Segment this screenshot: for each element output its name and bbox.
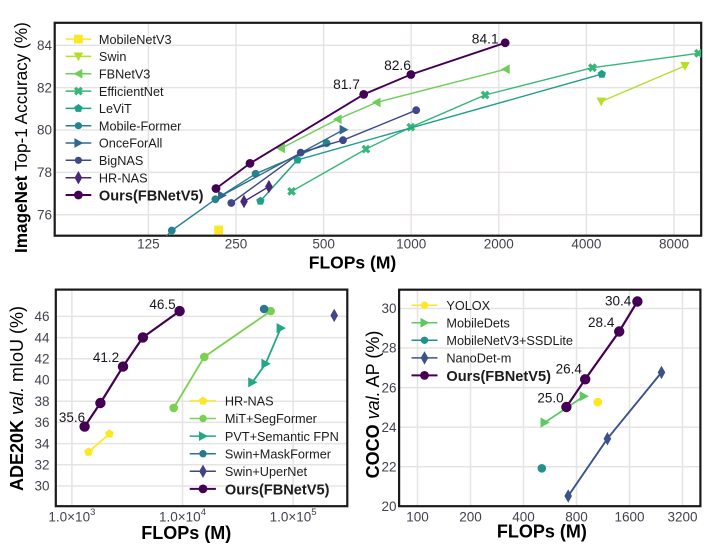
svg-text:FBNetV3: FBNetV3 bbox=[99, 67, 150, 81]
svg-text:1.0×105: 1.0×105 bbox=[270, 507, 317, 525]
svg-text:Swin+UperNet: Swin+UperNet bbox=[225, 465, 308, 479]
svg-text:200: 200 bbox=[459, 510, 482, 525]
svg-text:38: 38 bbox=[34, 394, 49, 409]
svg-text:46: 46 bbox=[34, 309, 49, 324]
svg-text:82.6: 82.6 bbox=[384, 58, 411, 73]
svg-text:1.0×103: 1.0×103 bbox=[48, 507, 95, 525]
svg-text:26: 26 bbox=[381, 380, 396, 395]
svg-text:1.0×104: 1.0×104 bbox=[159, 507, 206, 525]
svg-text:HR-NAS: HR-NAS bbox=[225, 395, 274, 409]
svg-text:84.1: 84.1 bbox=[472, 32, 499, 47]
svg-text:ImageNet Top-1 Accuracy (%): ImageNet Top-1 Accuracy (%) bbox=[11, 22, 31, 253]
svg-text:44: 44 bbox=[34, 330, 50, 345]
svg-text:NanoDet-m: NanoDet-m bbox=[446, 352, 511, 366]
svg-text:COCO val. AP (%): COCO val. AP (%) bbox=[363, 331, 383, 479]
svg-text:1600: 1600 bbox=[614, 510, 644, 525]
svg-text:35.6: 35.6 bbox=[59, 410, 85, 425]
svg-text:500: 500 bbox=[312, 237, 335, 252]
svg-text:YOLOX: YOLOX bbox=[446, 299, 490, 313]
svg-text:46.5: 46.5 bbox=[149, 297, 175, 312]
svg-text:Ours(FBNetV5): Ours(FBNetV5) bbox=[225, 482, 330, 498]
svg-text:42: 42 bbox=[34, 352, 49, 367]
svg-text:30: 30 bbox=[34, 479, 49, 494]
svg-text:36: 36 bbox=[34, 415, 49, 430]
svg-text:32: 32 bbox=[34, 458, 49, 473]
svg-text:LeViT: LeViT bbox=[99, 102, 132, 116]
svg-text:8000: 8000 bbox=[659, 237, 689, 252]
svg-text:MobileNetV3+SSDLite: MobileNetV3+SSDLite bbox=[446, 334, 573, 348]
svg-text:MiT+SegFormer: MiT+SegFormer bbox=[225, 412, 318, 426]
svg-text:80: 80 bbox=[37, 123, 52, 138]
svg-text:MobileDets: MobileDets bbox=[446, 316, 509, 330]
svg-text:78: 78 bbox=[37, 165, 52, 180]
svg-text:20: 20 bbox=[381, 499, 396, 514]
svg-text:40: 40 bbox=[34, 373, 49, 388]
svg-text:HR-NAS: HR-NAS bbox=[99, 171, 148, 185]
svg-text:2000: 2000 bbox=[484, 237, 514, 252]
svg-text:OnceForAll: OnceForAll bbox=[99, 137, 162, 151]
svg-text:30: 30 bbox=[381, 301, 396, 316]
svg-text:26.4: 26.4 bbox=[556, 361, 583, 376]
svg-text:Mobile-Former: Mobile-Former bbox=[99, 119, 182, 133]
svg-text:250: 250 bbox=[225, 237, 248, 252]
svg-text:84: 84 bbox=[37, 38, 53, 53]
svg-text:PVT+Semantic FPN: PVT+Semantic FPN bbox=[225, 430, 339, 444]
svg-text:BigNAS: BigNAS bbox=[99, 154, 143, 168]
svg-text:EfficientNet: EfficientNet bbox=[99, 85, 164, 99]
svg-text:FLOPs (M): FLOPs (M) bbox=[141, 523, 231, 543]
svg-text:ADE20K val. mIoU (%): ADE20K val. mIoU (%) bbox=[7, 306, 27, 491]
svg-text:34: 34 bbox=[34, 436, 50, 451]
svg-text:Swin+MaskFormer: Swin+MaskFormer bbox=[225, 447, 332, 461]
svg-text:81.7: 81.7 bbox=[333, 77, 360, 92]
svg-text:Ours(FBNetV5): Ours(FBNetV5) bbox=[99, 188, 204, 204]
svg-text:800: 800 bbox=[565, 510, 588, 525]
svg-text:28.4: 28.4 bbox=[588, 315, 615, 330]
svg-text:Ours(FBNetV5): Ours(FBNetV5) bbox=[446, 369, 551, 385]
svg-text:FLOPs (M): FLOPs (M) bbox=[497, 522, 587, 542]
svg-text:FLOPs (M): FLOPs (M) bbox=[309, 253, 397, 273]
svg-text:30.4: 30.4 bbox=[605, 293, 632, 308]
svg-text:400: 400 bbox=[512, 510, 535, 525]
svg-text:24: 24 bbox=[381, 420, 397, 435]
svg-text:22: 22 bbox=[381, 459, 396, 474]
svg-text:82: 82 bbox=[37, 80, 52, 95]
svg-text:1000: 1000 bbox=[396, 237, 426, 252]
svg-text:76: 76 bbox=[37, 208, 52, 223]
svg-text:100: 100 bbox=[406, 510, 429, 525]
svg-text:4000: 4000 bbox=[571, 237, 601, 252]
svg-text:25.0: 25.0 bbox=[537, 390, 563, 405]
svg-text:41.2: 41.2 bbox=[93, 350, 119, 365]
svg-text:28: 28 bbox=[381, 341, 396, 356]
svg-text:MobileNetV3: MobileNetV3 bbox=[99, 33, 172, 47]
svg-text:125: 125 bbox=[137, 237, 160, 252]
svg-text:Swin: Swin bbox=[99, 50, 127, 64]
svg-text:3200: 3200 bbox=[667, 510, 697, 525]
